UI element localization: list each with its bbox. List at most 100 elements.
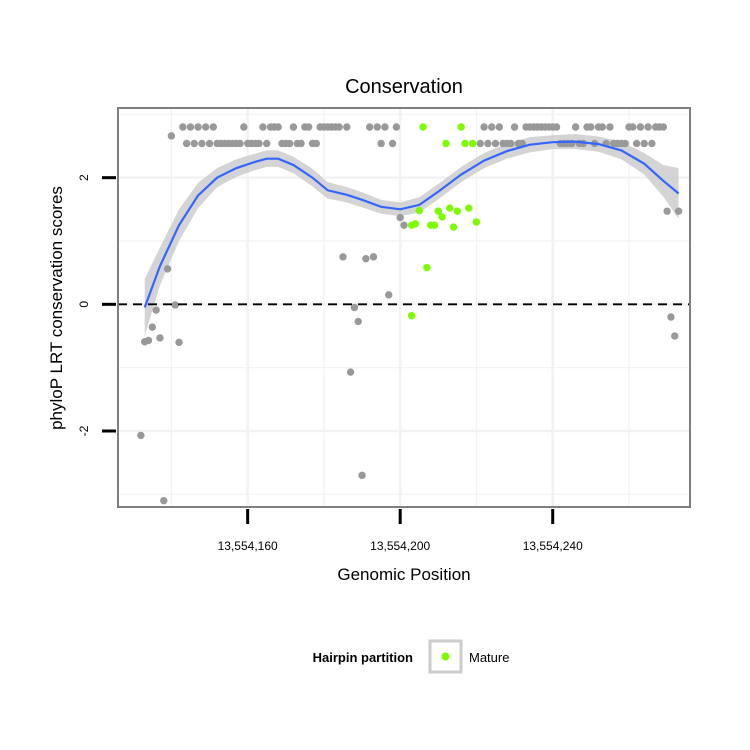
data-point-other [377,139,385,148]
data-point-other [491,139,500,148]
data-point-mature [446,204,454,212]
data-point-other [663,207,671,215]
data-point-other [636,123,645,131]
data-point-other [194,123,202,131]
smooth-confidence-band [144,133,679,336]
data-points [137,123,683,505]
x-axis-label: Genomic Position [337,565,470,584]
data-point-other [339,253,347,261]
data-point-other [510,123,519,131]
data-point-other [671,332,679,340]
data-point-mature [472,218,481,226]
data-point-other [629,123,637,131]
data-point-other [385,291,393,299]
y-tick-label: -2 [77,425,91,436]
data-point-other [587,123,595,131]
x-tick-label: 13,554,160 [218,539,278,553]
legend-title: Hairpin partition [313,650,413,665]
data-point-other [488,123,496,131]
data-point-other [507,139,515,148]
y-axis-label: phyloP LRT conservation scores [47,186,66,430]
panel-background [118,108,690,507]
data-point-other [297,139,305,148]
data-point-other [335,123,343,131]
data-point-other [400,221,408,229]
data-point-other [198,139,206,148]
data-point-other [365,123,374,131]
data-point-other [152,306,160,314]
data-point-mature [423,263,431,272]
data-point-other [552,123,561,131]
data-point-mature [457,123,465,131]
data-point-other [156,334,164,342]
data-point-other [285,139,294,148]
data-point-other [289,123,298,131]
data-point-other [484,139,492,148]
data-point-mature [419,123,427,131]
data-point-other [362,255,370,263]
data-point-mature [449,223,458,231]
data-point-other [255,139,263,148]
data-point-other [236,139,244,148]
data-point-other [346,368,355,376]
y-tick-label: 2 [77,174,91,181]
smooth-line [143,140,680,308]
data-point-other [148,323,157,331]
data-point-other [495,123,504,131]
data-point-other [304,123,313,131]
data-point-other [182,139,191,148]
chart-title: Conservation [345,76,463,98]
data-point-other [674,207,683,215]
data-point-other [644,123,652,131]
legend-label-mature: Mature [469,650,509,665]
data-point-other [167,132,176,140]
data-point-other [144,336,153,345]
data-point-other [259,123,267,131]
smooth-line-layer [118,140,690,308]
data-point-other [240,123,248,131]
legend: Hairpin partition Mature [313,639,509,674]
data-point-other [606,123,614,131]
data-point-other [381,123,389,131]
data-point-other [171,301,179,309]
data-point-other [480,123,488,131]
data-point-other [598,123,606,131]
data-point-other [175,338,183,347]
data-point-other [354,317,362,326]
data-point-other [640,139,648,148]
data-point-mature [453,207,462,215]
data-point-other [209,123,218,131]
data-point-other [396,213,404,222]
data-point-other [202,123,210,131]
data-point-other [659,123,668,131]
y-tick-label: 0 [77,301,91,308]
data-point-mature [407,312,416,320]
data-point-other [163,265,172,273]
data-point-mature [465,204,473,212]
data-point-mature [442,139,450,148]
data-point-other [648,139,656,148]
data-point-other [369,253,378,261]
data-point-other [388,139,397,148]
data-point-mature [438,213,446,221]
data-point-other [358,471,366,480]
data-point-mature [461,139,469,148]
data-point-other [263,139,271,148]
data-point-other [343,123,351,131]
plot-panel [118,108,690,507]
data-point-other [621,139,629,148]
x-tick-label: 13,554,200 [370,539,430,553]
data-point-other [632,139,641,148]
panel-border [117,107,691,508]
data-point-other [350,303,359,312]
data-point-other [667,313,675,321]
data-point-other [179,123,187,131]
x-tick-label: 13,554,240 [523,539,583,553]
confidence-ribbon [144,133,679,336]
data-point-mature [468,139,477,148]
data-point-other [274,123,282,131]
data-point-other [476,139,484,148]
data-point-mature [430,221,439,229]
